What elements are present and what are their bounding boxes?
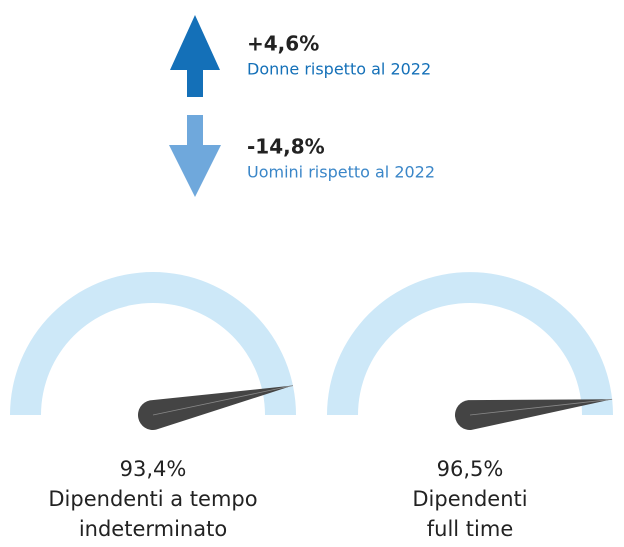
gauge-label: full time: [427, 517, 514, 541]
needle-highlight: [469, 398, 613, 416]
indicator-value: -14,8%: [247, 135, 325, 159]
gauge-label: Dipendenti: [412, 487, 527, 511]
gauge-arc: [327, 272, 613, 415]
arrow-up: [170, 15, 220, 97]
needle-highlight: [152, 385, 294, 416]
indicator-value: +4,6%: [247, 32, 319, 56]
gauge-needle: [137, 385, 293, 431]
indicator-label: Uomini rispetto al 2022: [247, 163, 435, 182]
gauge-value: 93,4%: [120, 457, 187, 481]
gauge-label: Dipendenti a tempo: [48, 487, 257, 511]
gauge-value: 96,5%: [437, 457, 504, 481]
arrow-down: [169, 115, 221, 197]
gauge-label: indeterminato: [79, 517, 227, 541]
gauge-needle: [454, 399, 613, 431]
gauge-arc: [10, 272, 296, 415]
indicator-label: Donne rispetto al 2022: [247, 60, 431, 79]
